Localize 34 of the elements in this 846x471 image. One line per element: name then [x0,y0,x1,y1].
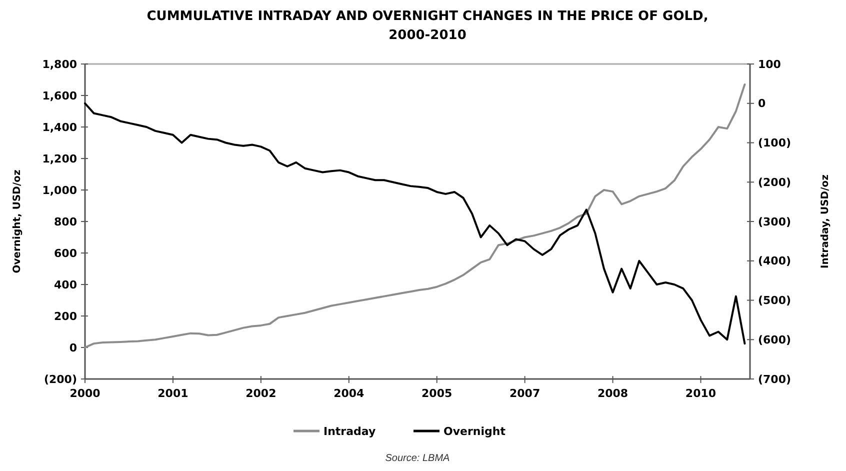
y2-tick-label: (600) [758,333,792,346]
source-note: Source: LBMA [385,453,450,464]
chart-title: CUMMULATIVE INTRADAY AND OVERNIGHT CHANGES IN THE PRICE OF GOLD, 2000-2010 [146,9,708,43]
y2-tick-label: (700) [758,372,792,386]
y-tick-label: 1,800 [42,58,78,71]
y-axis-title: Overnight, USD/oz [12,170,23,274]
y2-tick-label: 0 [758,97,766,110]
y-tick-label: 1,200 [42,152,78,166]
y2-tick-label: 100 [758,58,782,71]
y2-tick-label: (100) [758,136,792,150]
x-tick-label: 2004 [334,387,365,400]
y2-axis-title: Intraday, USD/oz [820,174,831,268]
y2-tick-label: (500) [758,294,792,308]
y-tick-label: 1,400 [42,120,78,134]
y-tick-label: (200) [44,372,77,386]
y-tick-label: 200 [54,310,78,323]
y-tick-label: 800 [54,215,78,228]
x-tick-label: 2005 [422,387,452,400]
x-tick-label: 2000 [70,387,101,400]
y-tick-label: 1,000 [42,184,78,197]
y-tick-label: 600 [54,246,78,260]
legend-label: Overnight [444,424,506,438]
y-tick-label: 1,600 [42,89,78,102]
y2-tick-label: (200) [758,176,792,189]
x-tick-label: 2008 [597,387,628,400]
y2-tick-label: (400) [758,254,792,268]
legend-label: Intraday [324,424,376,438]
x-tick-label: 2010 [685,387,716,400]
y-tick-label: 400 [54,278,78,292]
x-tick-label: 2001 [158,387,188,400]
y2-tick-label: (300) [758,215,792,228]
x-tick-label: 2002 [246,387,276,400]
y-tick-label: 0 [69,341,78,354]
x-tick-label: 2007 [510,387,540,400]
